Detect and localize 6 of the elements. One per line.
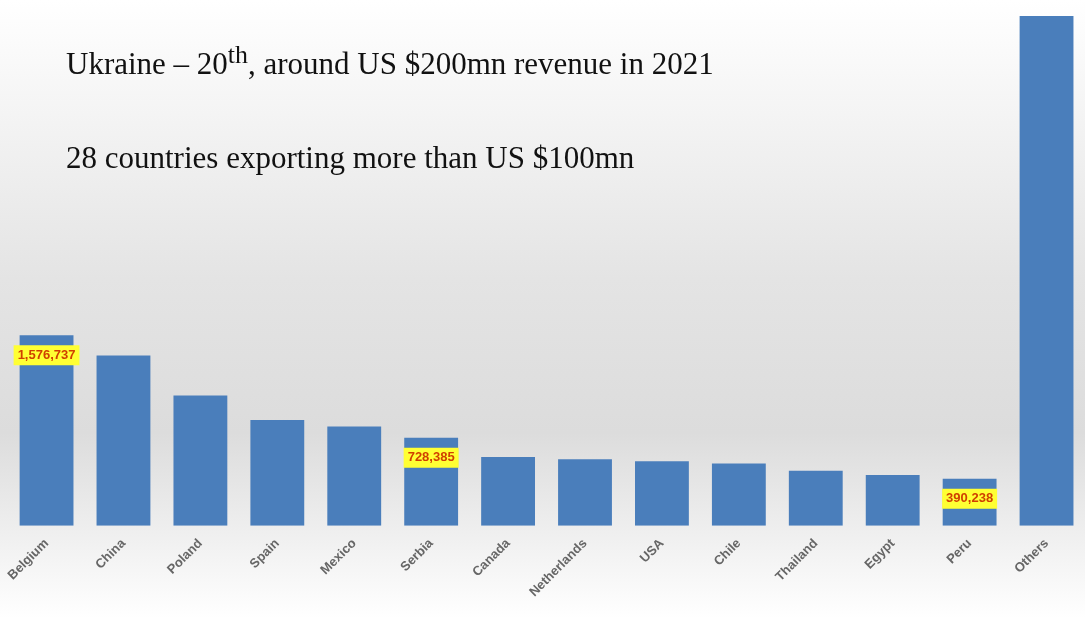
- text: Ukraine – 20$^{th}$, around US $200mn revenue in 2021: [66, 40, 714, 83]
- x-tick-label: USA: [636, 534, 668, 566]
- text: 28 countries exporting more than US $100mn: [66, 140, 635, 176]
- data-label: 1,576,737: [17, 346, 76, 362]
- data-label: 728,385: [407, 449, 455, 465]
- data-label: 390,238: [946, 490, 994, 506]
